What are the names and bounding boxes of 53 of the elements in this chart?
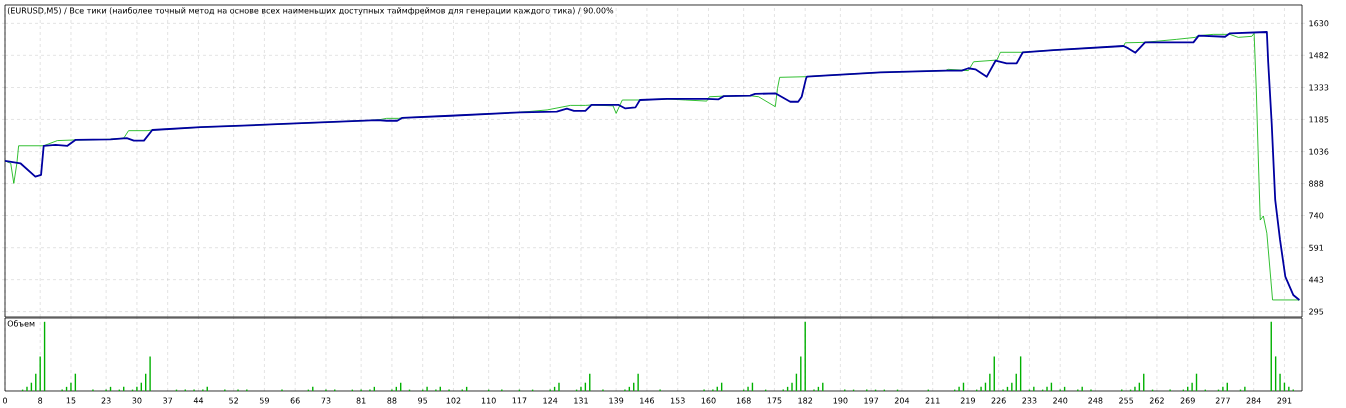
y-tick-label: 591: [1309, 244, 1324, 251]
x-tick-label: 175: [767, 397, 782, 404]
x-tick-label: 88: [387, 397, 397, 404]
x-tick-label: 190: [833, 397, 848, 404]
x-tick-label: 59: [259, 397, 269, 404]
x-tick-label: 81: [356, 397, 366, 404]
y-tick-label: 888: [1309, 180, 1324, 187]
x-tick-label: 197: [864, 397, 879, 404]
x-tick-label: 153: [670, 397, 685, 404]
y-tick-label: 1630: [1309, 20, 1329, 27]
x-tick-label: 15: [66, 397, 76, 404]
y-tick-label: 295: [1309, 308, 1324, 315]
x-tick-label: 255: [1119, 397, 1134, 404]
x-tick-label: 182: [798, 397, 813, 404]
chart-title: (EURUSD,M5) / Все тики (наиболее точный метод на основе всех наименьших доступных таймфреймов для генерации каждого тика) / 90.00%: [7, 7, 614, 16]
y-tick-label: 1036: [1309, 148, 1329, 155]
x-tick-label: 226: [991, 397, 1006, 404]
x-tick-label: 102: [446, 397, 461, 404]
x-tick-label: 284: [1246, 397, 1261, 404]
y-tick-label: 740: [1309, 212, 1324, 219]
chart-title: Объем: [7, 320, 35, 327]
y-tick-label: 1185: [1309, 116, 1329, 123]
x-tick-label: 117: [512, 397, 527, 404]
x-tick-label: 168: [736, 397, 751, 404]
x-tick-label: 23: [101, 397, 111, 404]
x-tick-label: 66: [290, 397, 300, 404]
x-tick-label: 95: [418, 397, 428, 404]
x-tick-label: 139: [609, 397, 624, 404]
x-tick-label: 44: [193, 397, 204, 404]
x-tick-label: 37: [163, 397, 173, 404]
x-tick-label: 211: [925, 397, 940, 404]
x-tick-label: 0: [3, 397, 8, 404]
x-tick-label: 73: [321, 397, 331, 404]
x-tick-label: 160: [701, 397, 716, 404]
y-tick-label: 443: [1308, 276, 1324, 283]
x-tick-label: 131: [574, 397, 588, 404]
x-tick-label: 8: [38, 397, 43, 404]
y-tick-label: 1482: [1309, 52, 1329, 59]
x-tick-label: 291: [1277, 397, 1292, 404]
x-tick-label: 219: [960, 397, 975, 404]
x-tick-label: 277: [1215, 397, 1230, 404]
x-tick-label: 240: [1053, 397, 1068, 404]
x-tick-label: 52: [229, 397, 238, 404]
y-tick-label: 1333: [1309, 84, 1329, 91]
x-tick-label: 110: [481, 397, 496, 404]
x-tick-label: 30: [132, 397, 142, 404]
x-tick-label: 269: [1180, 397, 1195, 404]
x-tick-label: 248: [1088, 397, 1103, 404]
x-tick-label: 262: [1149, 397, 1164, 404]
x-tick-label: 233: [1022, 397, 1037, 404]
x-tick-label: 204: [894, 397, 910, 404]
x-tick-label: 124: [543, 397, 558, 404]
x-tick-label: 146: [640, 397, 655, 404]
